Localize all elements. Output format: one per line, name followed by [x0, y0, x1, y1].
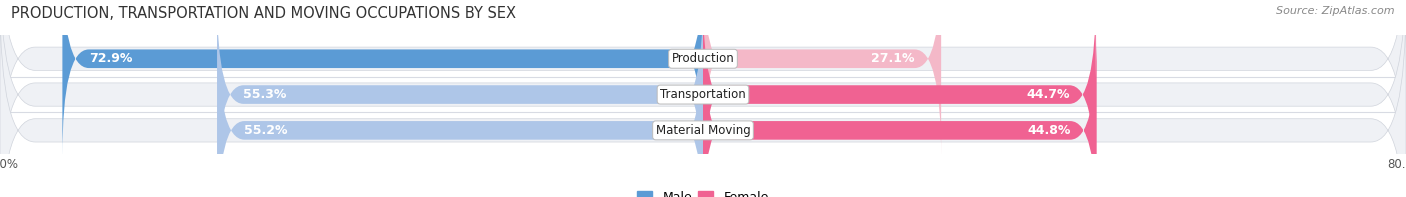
- FancyBboxPatch shape: [0, 0, 1406, 190]
- Text: PRODUCTION, TRANSPORTATION AND MOVING OCCUPATIONS BY SEX: PRODUCTION, TRANSPORTATION AND MOVING OC…: [11, 6, 516, 21]
- Text: Source: ZipAtlas.com: Source: ZipAtlas.com: [1277, 6, 1395, 16]
- FancyBboxPatch shape: [703, 0, 941, 157]
- FancyBboxPatch shape: [218, 32, 703, 197]
- FancyBboxPatch shape: [703, 0, 1095, 193]
- Text: 27.1%: 27.1%: [872, 52, 915, 65]
- Text: 55.2%: 55.2%: [245, 124, 288, 137]
- Text: 72.9%: 72.9%: [89, 52, 132, 65]
- FancyBboxPatch shape: [62, 0, 703, 157]
- Text: Material Moving: Material Moving: [655, 124, 751, 137]
- FancyBboxPatch shape: [217, 0, 703, 193]
- Text: Transportation: Transportation: [661, 88, 745, 101]
- Text: 44.7%: 44.7%: [1026, 88, 1070, 101]
- Text: 55.3%: 55.3%: [243, 88, 287, 101]
- Text: 44.8%: 44.8%: [1026, 124, 1070, 137]
- Text: Production: Production: [672, 52, 734, 65]
- FancyBboxPatch shape: [703, 32, 1097, 197]
- Legend: Male, Female: Male, Female: [633, 186, 773, 197]
